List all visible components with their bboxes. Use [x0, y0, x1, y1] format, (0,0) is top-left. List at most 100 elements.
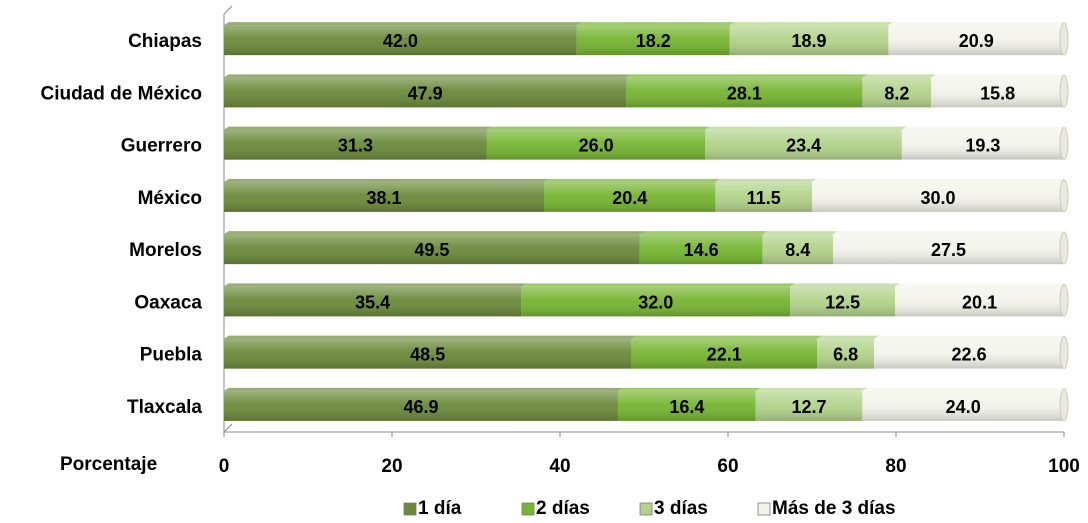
bar-segment-shade: [790, 286, 896, 317]
data-label: 47.9: [408, 83, 443, 103]
bar-segment-shade: [224, 25, 577, 56]
legend-item: 1 día: [403, 498, 462, 519]
data-label: 18.2: [636, 31, 671, 51]
x-axis-title: Porcentaje: [60, 454, 157, 475]
category-label: Oaxaca: [134, 292, 202, 313]
bar-segment-shade: [224, 129, 487, 160]
bar-segment-top: [862, 74, 937, 78]
data-label: 28.1: [727, 83, 762, 103]
bar-segment-top: [901, 126, 1069, 130]
legend-label: 3 días: [654, 498, 708, 519]
data-label: 22.6: [952, 345, 987, 365]
bar-end-cap: [1059, 231, 1069, 265]
data-label: 16.4: [669, 397, 704, 417]
bar-segment-top: [224, 74, 632, 78]
bar-row: 48.5 22.1 6.8 22.6: [224, 335, 1069, 370]
legend-swatch: [403, 502, 417, 516]
bar-segment-top: [762, 231, 838, 235]
bar-segment-shade: [895, 286, 1064, 317]
bar-segment-shade: [705, 129, 902, 160]
bar-end-cap: [1059, 388, 1069, 422]
bar-row: 46.9 16.4 12.7 24.0: [224, 387, 1069, 422]
bar-segment-shade: [224, 181, 545, 212]
bar-segment-shade: [817, 338, 875, 369]
bar-segment-shade: [729, 25, 889, 56]
category-label: Chiapas: [128, 31, 202, 52]
bar-segment-top: [521, 283, 795, 287]
data-label: 35.4: [355, 292, 390, 312]
bar-segment-shade: [521, 286, 791, 317]
bar-segment-shade: [639, 234, 763, 265]
bar-segment-shade: [224, 390, 618, 421]
data-label: 30.0: [920, 188, 955, 208]
data-label: 18.9: [792, 31, 827, 51]
bar-segment-top: [576, 22, 735, 26]
legend-item: Más de 3 días: [757, 498, 896, 519]
bar-segment-top: [874, 335, 1069, 339]
x-tick-label: 100: [1048, 456, 1080, 477]
bar-segment-top: [639, 231, 768, 235]
bar-segment-top: [862, 387, 1069, 391]
category-label: Puebla: [140, 345, 203, 366]
bar-segment-top: [755, 387, 868, 391]
bar-segment-shade: [833, 234, 1064, 265]
bar-segment-shade: [224, 234, 640, 265]
x-tick-label: 0: [219, 456, 230, 477]
bar-segment-top: [544, 178, 721, 182]
data-label: 46.9: [403, 397, 438, 417]
data-label: 24.0: [946, 397, 981, 417]
legend-swatch: [639, 502, 653, 516]
bar-segment-shade: [486, 129, 706, 160]
bar-segment-shade: [617, 390, 756, 421]
data-label: 12.7: [792, 397, 827, 417]
data-label: 31.3: [338, 136, 373, 156]
data-label: 8.4: [785, 240, 810, 260]
data-label: 20.9: [959, 31, 994, 51]
data-label: 38.1: [366, 188, 401, 208]
data-label: 14.6: [684, 240, 719, 260]
bar-row: 47.9 28.1 8.2 15.8: [224, 74, 1069, 108]
data-label: 19.3: [965, 136, 1000, 156]
bar-end-cap: [1059, 127, 1069, 161]
bar-end-cap: [1059, 336, 1069, 370]
chart-bars: 42.0 18.2 18.9 20.9 47.9 28.1 8.2 15.8 31.3 26.0 2…: [224, 22, 1069, 422]
bar-segment-shade: [888, 25, 1064, 56]
bar-segment-top: [486, 126, 711, 130]
x-axis-depth-line: [223, 423, 233, 433]
data-label: 42.0: [383, 31, 418, 51]
bar-row: 49.5 14.6 8.4 27.5: [224, 231, 1069, 265]
bar-segment-shade: [576, 25, 730, 56]
bar-segment-top: [705, 126, 907, 130]
bar-segment-shade: [224, 77, 627, 108]
data-label: 20.4: [612, 188, 647, 208]
bar-segment-shade: [901, 129, 1064, 160]
bar-segment-shade: [812, 181, 1064, 212]
legend: 1 día 2 días 3 días Más de 3 días: [403, 498, 896, 519]
legend-item: 3 días: [639, 498, 708, 519]
category-label: México: [138, 188, 202, 209]
bar-end-cap: [1059, 283, 1069, 317]
data-label: 49.5: [414, 240, 449, 260]
bar-segment-shade: [931, 77, 1064, 108]
bar-segment-top: [626, 74, 868, 78]
data-label: 20.1: [962, 292, 997, 312]
legend-item: 2 días: [521, 498, 590, 519]
bar-segment-top: [931, 74, 1069, 78]
bar-segment-shade: [631, 338, 818, 369]
y-axis-depth-line: [223, 5, 233, 15]
bar-segment-top: [224, 283, 527, 287]
bar-row: 38.1 20.4 11.5 30.0: [224, 178, 1069, 213]
x-tick-label: 20: [381, 456, 402, 477]
category-label: Ciudad de México: [40, 83, 202, 104]
category-label: Guerrero: [121, 136, 202, 157]
legend-label: 2 días: [536, 498, 590, 519]
bar-segment-top: [833, 231, 1069, 235]
bar-segment-top: [729, 22, 894, 26]
bar-segment-shade: [224, 286, 522, 317]
bar-row: 35.4 32.0 12.5 20.1: [224, 283, 1069, 317]
data-label: 27.5: [931, 240, 966, 260]
bar-segment-top: [224, 335, 637, 339]
bar-end-cap: [1059, 22, 1069, 56]
bar-end-cap: [1059, 74, 1069, 108]
